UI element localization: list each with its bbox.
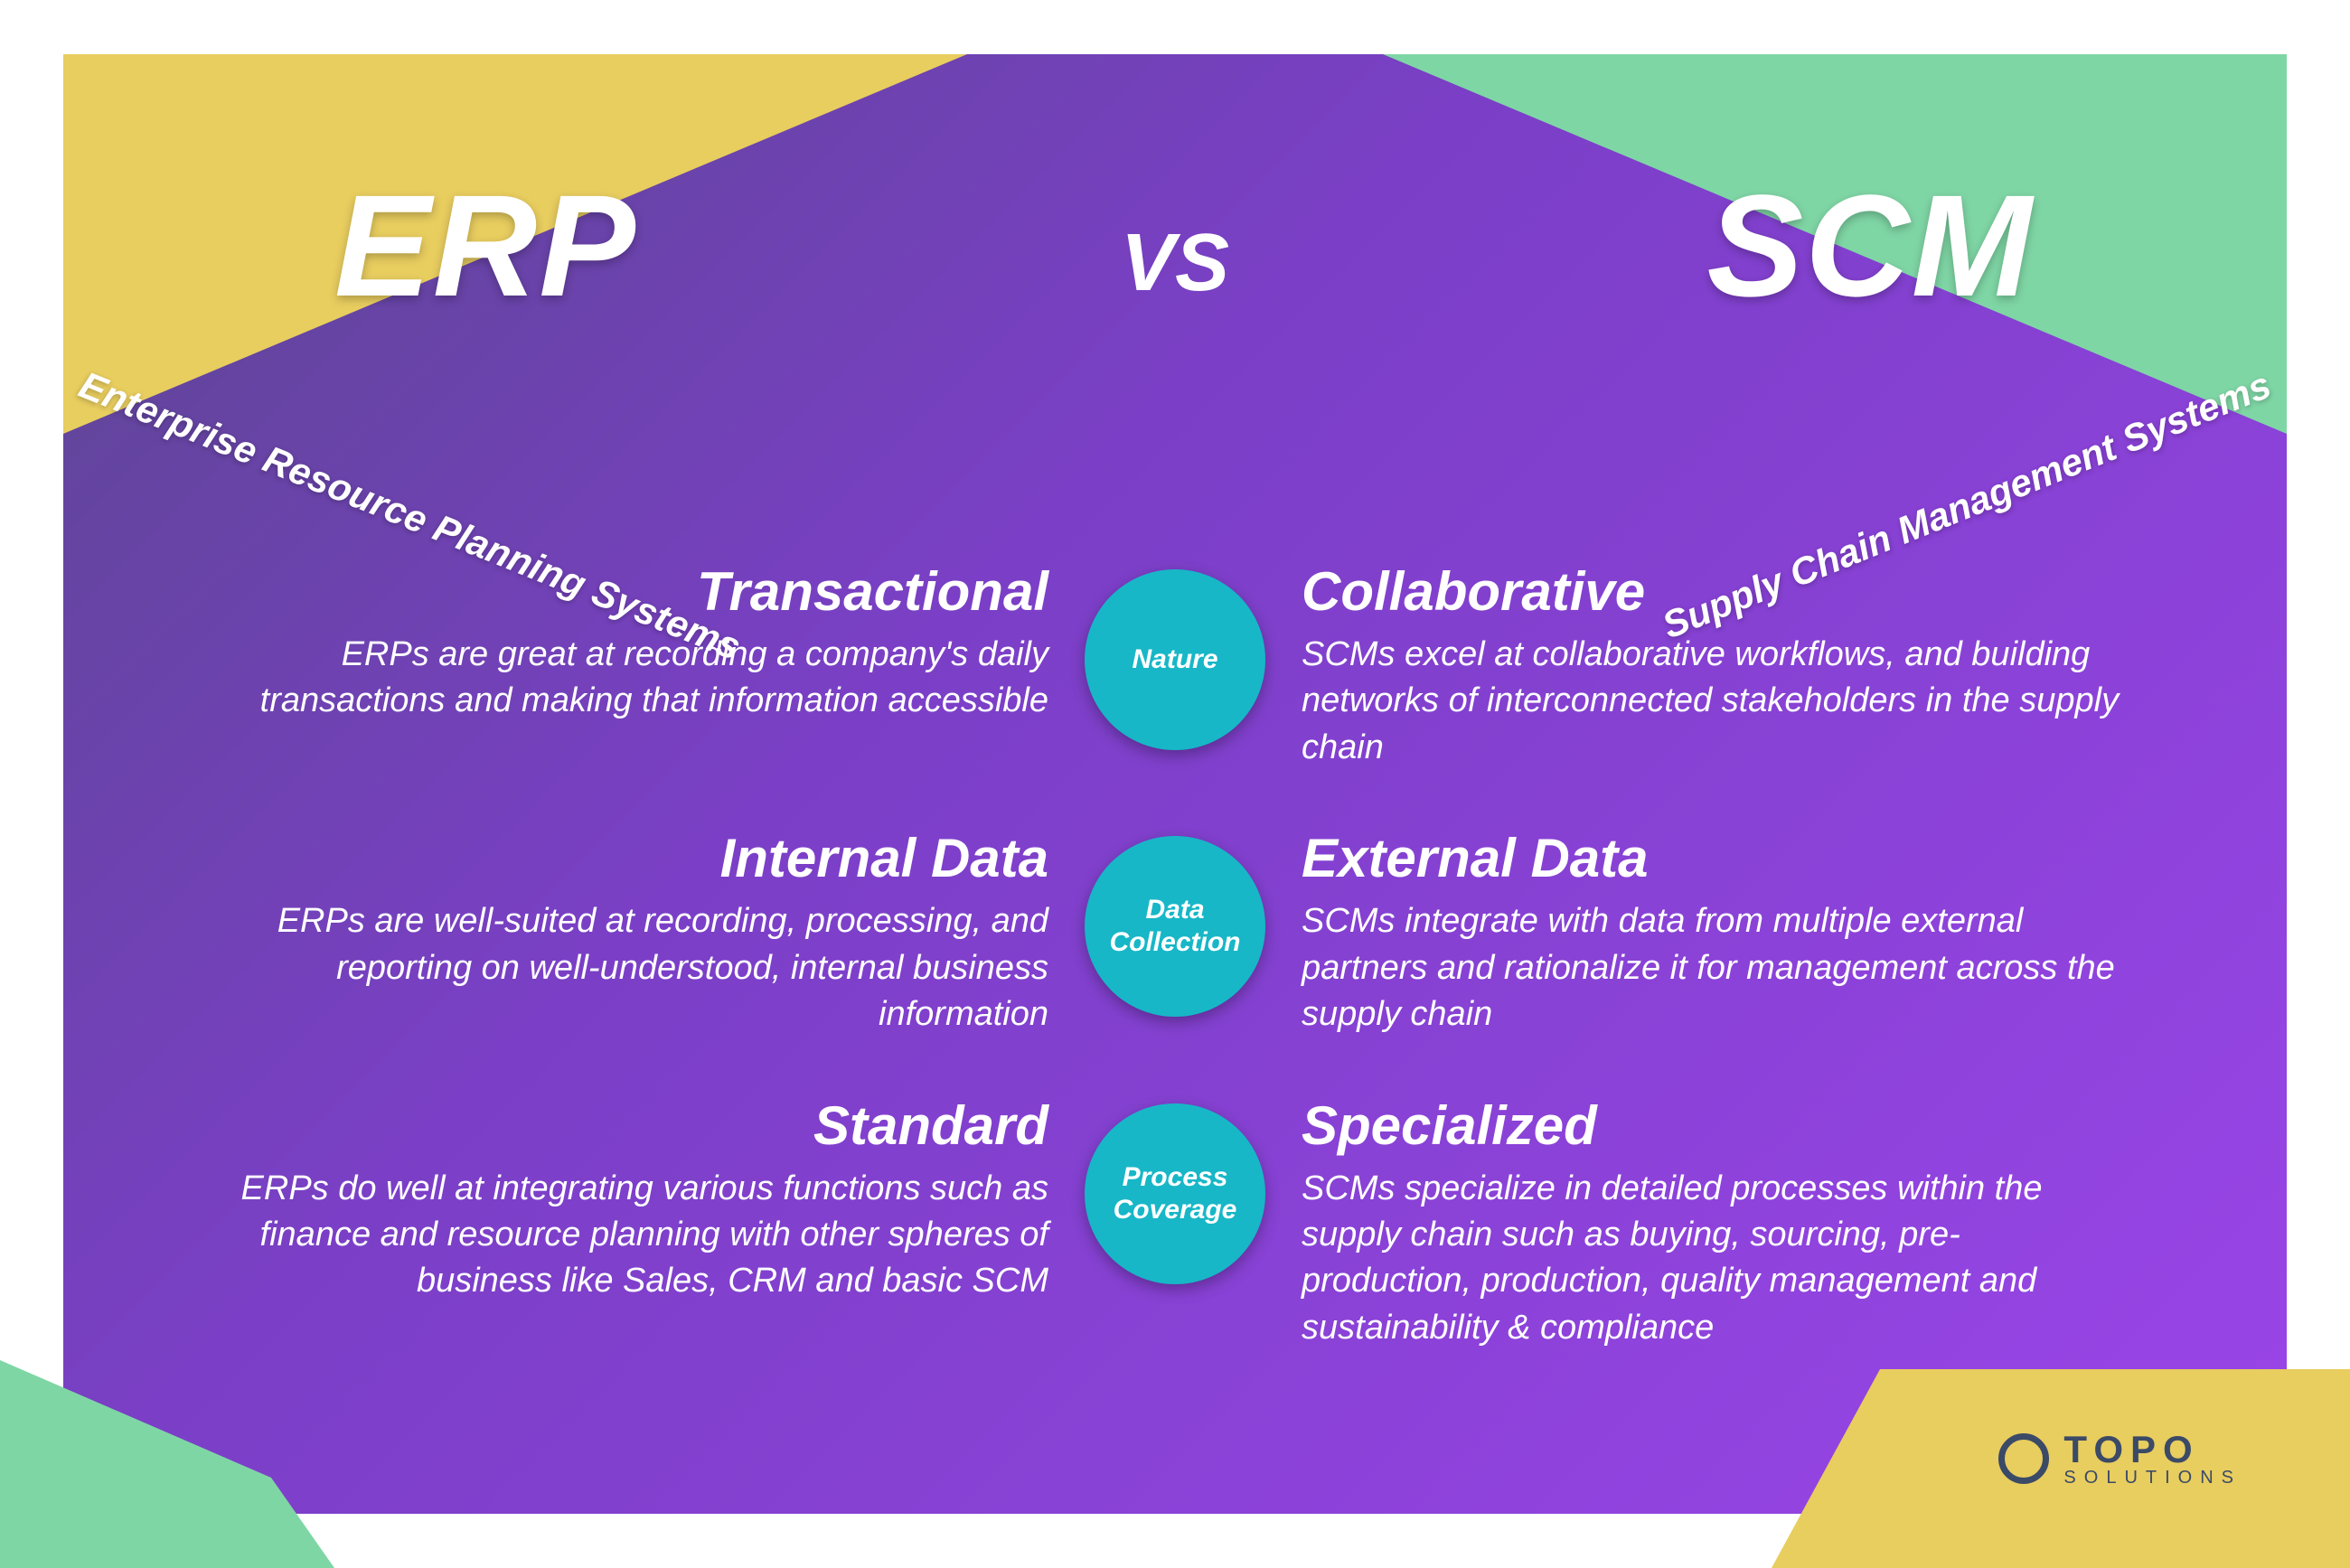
erp-data-title: Internal Data <box>226 827 1048 889</box>
erp-process: Standard ERPs do well at integrating var… <box>226 1094 1048 1305</box>
badge-nature-label: Nature <box>1119 643 1230 676</box>
erp-process-title: Standard <box>226 1094 1048 1157</box>
badge-process-label: Process Coverage <box>1085 1161 1265 1226</box>
scm-process: Specialized SCMs specialize in detailed … <box>1302 1094 2124 1351</box>
header: ERP VS SCM Enterprise Resource Planning … <box>63 81 2287 461</box>
header-vs: VS <box>1121 217 1229 310</box>
badge-data-label: Data Collection <box>1085 894 1265 959</box>
scm-data-title: External Data <box>1302 827 2124 889</box>
row-nature: Transactional ERPs are great at recordin… <box>63 560 2287 771</box>
brand-logo: TOPO SOLUTIONS <box>1998 1431 2242 1487</box>
erp-nature: Transactional ERPs are great at recordin… <box>226 560 1048 725</box>
erp-process-body: ERPs do well at integrating various func… <box>226 1166 1048 1305</box>
header-left-abbr: ERP <box>334 163 637 329</box>
scm-nature-title: Collaborative <box>1302 560 2124 623</box>
logo-ring-icon <box>1998 1433 2049 1484</box>
erp-data: Internal Data ERPs are well-suited at re… <box>226 827 1048 1038</box>
header-right-abbr: SCM <box>1706 163 2034 329</box>
scm-nature: Collaborative SCMs excel at collaborativ… <box>1302 560 2124 771</box>
scm-process-body: SCMs specialize in detailed processes wi… <box>1302 1166 2124 1351</box>
row-data: Internal Data ERPs are well-suited at re… <box>63 827 2287 1038</box>
erp-nature-body: ERPs are great at recording a company's … <box>226 632 1048 725</box>
badge-data: Data Collection <box>1085 836 1265 1017</box>
logo-tagline: SOLUTIONS <box>2063 1469 2242 1487</box>
logo-name: TOPO <box>2063 1431 2242 1469</box>
erp-data-body: ERPs are well-suited at recording, proce… <box>226 898 1048 1038</box>
main-panel: ERP VS SCM Enterprise Resource Planning … <box>63 54 2287 1514</box>
scm-nature-body: SCMs excel at collaborative workflows, a… <box>1302 632 2124 771</box>
badge-process: Process Coverage <box>1085 1103 1265 1284</box>
badge-nature: Nature <box>1085 569 1265 750</box>
row-process: Standard ERPs do well at integrating var… <box>63 1094 2287 1351</box>
erp-nature-title: Transactional <box>226 560 1048 623</box>
scm-process-title: Specialized <box>1302 1094 2124 1157</box>
scm-data: External Data SCMs integrate with data f… <box>1302 827 2124 1038</box>
comparison-rows: Transactional ERPs are great at recordin… <box>63 560 2287 1351</box>
logo-text: TOPO SOLUTIONS <box>2063 1431 2242 1487</box>
corner-shape-bottom-left <box>0 1360 334 1568</box>
scm-data-body: SCMs integrate with data from multiple e… <box>1302 898 2124 1038</box>
